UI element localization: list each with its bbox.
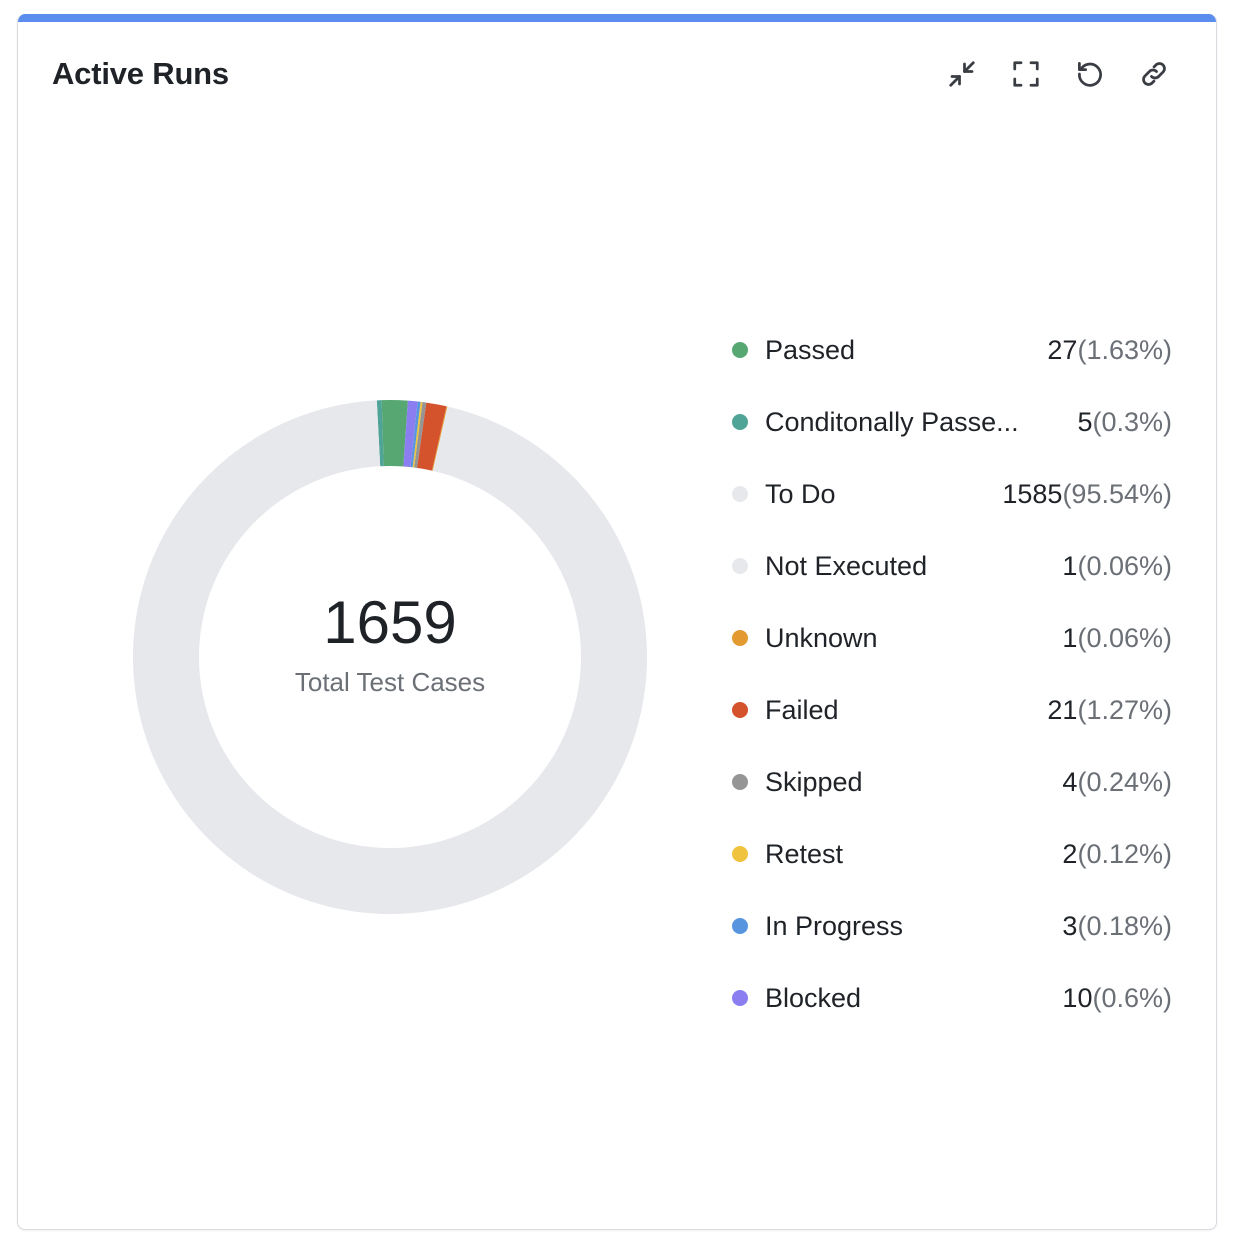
legend-item-to-do[interactable]: To Do 1585(95.54%) (732, 458, 1172, 530)
donut-slice-passed[interactable] (381, 400, 408, 467)
legend-dot (732, 918, 748, 934)
legend-count: 1585 (1002, 478, 1063, 509)
legend-value: 27(1.63%) (1047, 335, 1172, 366)
donut-slice-conditonally-passe[interactable] (376, 400, 384, 467)
legend-percent: (0.06%) (1077, 550, 1172, 581)
legend-item-failed[interactable]: Failed 21(1.27%) (732, 674, 1172, 746)
legend-percent: (1.63%) (1077, 334, 1172, 365)
collapse-arrows-icon (949, 61, 975, 87)
refresh-button[interactable] (1072, 56, 1108, 92)
legend-percent: (0.6%) (1092, 982, 1172, 1013)
legend-dot (732, 342, 748, 358)
legend-label: In Progress (765, 910, 904, 941)
legend-count: 21 (1047, 694, 1078, 725)
fullscreen-button[interactable] (1008, 56, 1044, 92)
link-button[interactable] (1136, 56, 1172, 92)
legend-label: Unknown (765, 622, 878, 653)
legend-percent: (0.06%) (1077, 622, 1172, 653)
legend-value: 5(0.3%) (1077, 407, 1172, 438)
donut-slice-to-do[interactable] (132, 400, 648, 915)
legend-item-not-executed[interactable]: Not Executed 1(0.06%) (732, 530, 1172, 602)
card-toolbar (944, 56, 1172, 92)
legend-value: 4(0.24%) (1062, 767, 1172, 798)
donut-slice-skipped[interactable] (414, 402, 427, 468)
legend-percent: (0.12%) (1077, 838, 1172, 869)
legend-label: To Do (765, 478, 836, 509)
legend-label: Conditonally Passe... (765, 406, 1019, 437)
legend-label: Passed (765, 334, 856, 365)
legend-item-in-progress[interactable]: In Progress 3(0.18%) (732, 890, 1172, 962)
legend-dot (732, 414, 748, 430)
donut-slice-in-progress[interactable] (410, 401, 421, 468)
legend-count: 10 (1062, 982, 1093, 1013)
donut-slice-failed[interactable] (416, 402, 447, 471)
chart-legend: Passed 27(1.63%) Conditonally Passe... 5(0.… (732, 314, 1172, 1034)
card-title: Active Runs (52, 56, 229, 91)
legend-percent: (0.18%) (1077, 910, 1172, 941)
legend-count: 1 (1062, 622, 1078, 653)
legend-count: 3 (1062, 910, 1078, 941)
fullscreen-icon (1013, 61, 1039, 87)
legend-label: Skipped (765, 766, 863, 797)
legend-label: Retest (765, 838, 844, 869)
legend-percent: (0.3%) (1092, 406, 1172, 437)
legend-item-passed[interactable]: Passed 27(1.63%) (732, 314, 1172, 386)
legend-label: Not Executed (765, 550, 928, 581)
legend-item-unknown[interactable]: Unknown 1(0.06%) (732, 602, 1172, 674)
legend-item-blocked[interactable]: Blocked 10(0.6%) (732, 962, 1172, 1034)
legend-dot (732, 990, 748, 1006)
link-icon (1142, 62, 1166, 86)
legend-count: 4 (1062, 766, 1078, 797)
legend-percent: (0.24%) (1077, 766, 1172, 797)
legend-count: 2 (1062, 838, 1078, 869)
active-runs-card: Active Runs (17, 14, 1217, 1230)
legend-value: 1(0.06%) (1062, 551, 1172, 582)
card-accent-bar (18, 14, 1216, 22)
donut-chart: 1659 Total Test Cases (130, 397, 650, 917)
legend-percent: (1.27%) (1077, 694, 1172, 725)
legend-dot (732, 774, 748, 790)
legend-label: Blocked (765, 982, 862, 1013)
donut-slice-unknown[interactable] (431, 406, 448, 471)
legend-dot (732, 630, 748, 646)
legend-dot (732, 486, 748, 502)
legend-value: 1(0.06%) (1062, 623, 1172, 654)
donut-chart-svg (132, 400, 648, 915)
legend-value: 1585(95.54%) (1002, 479, 1172, 510)
refresh-icon (1077, 62, 1102, 87)
legend-value: 3(0.18%) (1062, 911, 1172, 942)
legend-dot (732, 558, 748, 574)
legend-item-skipped[interactable]: Skipped 4(0.24%) (732, 746, 1172, 818)
legend-item-conditonally-passe[interactable]: Conditonally Passe... 5(0.3%) (732, 386, 1172, 458)
legend-dot (732, 846, 748, 862)
legend-count: 27 (1047, 334, 1078, 365)
donut-slice-blocked[interactable] (403, 400, 418, 468)
legend-dot (732, 702, 748, 718)
legend-value: 2(0.12%) (1062, 839, 1172, 870)
legend-value: 21(1.27%) (1047, 695, 1172, 726)
legend-label: Failed (765, 694, 839, 725)
legend-item-retest[interactable]: Retest 2(0.12%) (732, 818, 1172, 890)
legend-count: 1 (1062, 550, 1078, 581)
legend-count: 5 (1077, 406, 1093, 437)
legend-percent: (95.54%) (1062, 478, 1172, 509)
donut-slice-not-executed[interactable] (432, 406, 449, 471)
collapse-button[interactable] (944, 56, 980, 92)
legend-value: 10(0.6%) (1062, 983, 1172, 1014)
donut-slice-retest[interactable] (412, 401, 423, 468)
